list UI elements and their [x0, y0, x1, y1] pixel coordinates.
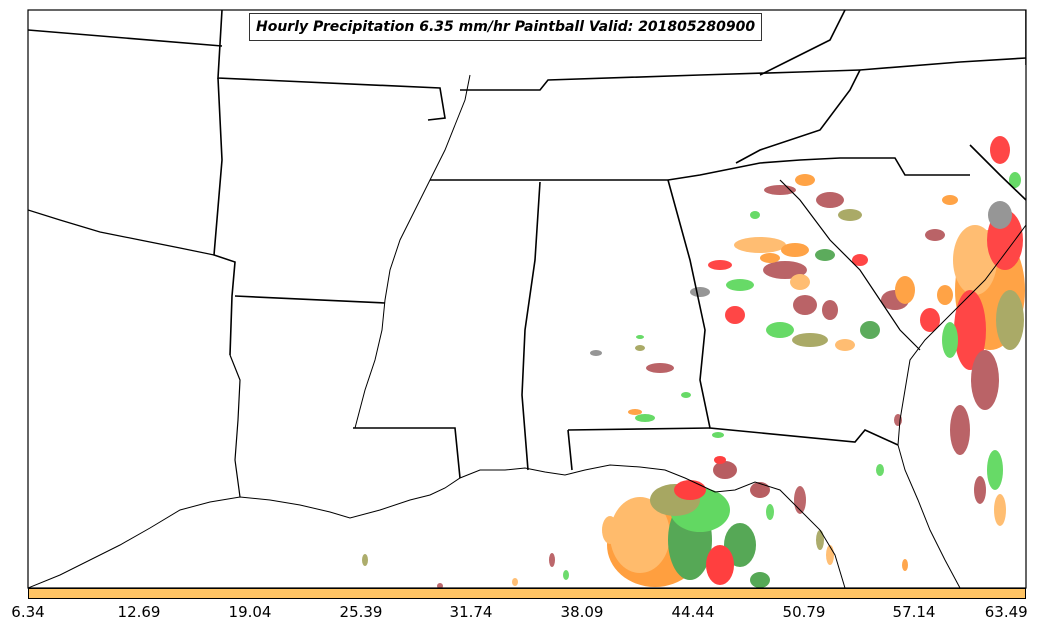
paintball-blobs: [362, 136, 1025, 588]
carolina-coast-band: [920, 136, 1025, 526]
state-boundaries: [28, 10, 1026, 588]
southeast-rain-band: [590, 174, 958, 438]
colorbar-tick-label: 50.79: [782, 603, 826, 621]
colorbar: [28, 588, 1026, 599]
gulf-coastline: [28, 464, 846, 588]
colorbar-tick-label: 63.49: [984, 603, 1028, 621]
colorbar-tick-label: 38.09: [560, 603, 604, 621]
colorbar-tick-label: 44.44: [671, 603, 715, 621]
atlantic-coastline: [897, 224, 1026, 588]
map-background: [28, 10, 1026, 588]
colorbar-tick-label: 6.34: [11, 603, 45, 621]
colorbar-tick-label: 25.39: [339, 603, 383, 621]
tropical-system-swirl: [602, 456, 770, 588]
colorbar-tick-label: 31.74: [449, 603, 493, 621]
mississippi-river: [354, 74, 471, 429]
colorbar-tick-label: 12.69: [117, 603, 161, 621]
colorbar-tick-label: 19.04: [228, 603, 272, 621]
map-title: Hourly Precipitation 6.35 mm/hr Paintbal…: [249, 13, 763, 41]
colorbar-tick-label: 57.14: [892, 603, 936, 621]
